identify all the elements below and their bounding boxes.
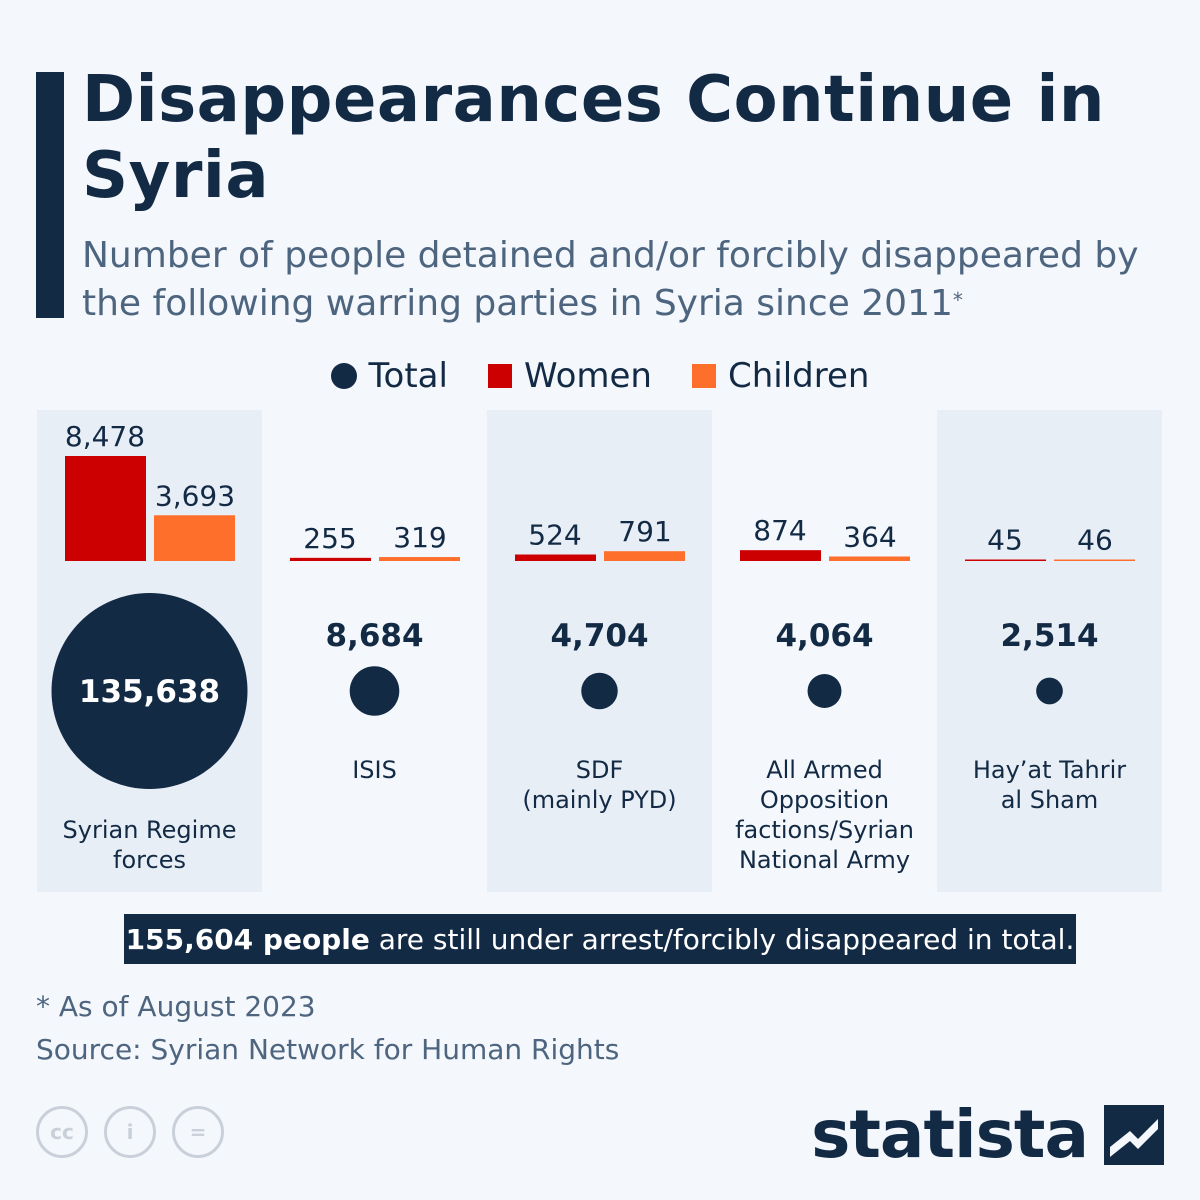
children-value-label: 3,693 bbox=[155, 479, 235, 512]
legend-women-swatch bbox=[487, 364, 512, 388]
attribution-icon[interactable]: i bbox=[104, 1106, 156, 1158]
legend-item-women: Women bbox=[487, 356, 652, 396]
category-label: All Armed bbox=[766, 756, 883, 784]
category-label: ISIS bbox=[352, 756, 397, 784]
category-label: (mainly PYD) bbox=[522, 786, 676, 814]
category-label: Syrian Regime bbox=[63, 816, 237, 844]
total-value-label: 4,704 bbox=[550, 618, 648, 654]
legend-total-swatch bbox=[330, 363, 357, 389]
total-value-label: 8,684 bbox=[325, 618, 423, 654]
women-bar bbox=[290, 557, 371, 561]
category-label: al Sham bbox=[1001, 786, 1099, 814]
total-value-label: 135,638 bbox=[79, 674, 220, 710]
subtitle-footnote-mark: * bbox=[952, 288, 963, 312]
source-note: Source: Syrian Network for Human Rights bbox=[36, 1033, 620, 1066]
column-panel bbox=[487, 410, 712, 892]
subtitle-text: Number of people detained and/or forcibl… bbox=[82, 235, 1139, 324]
children-value-label: 46 bbox=[1077, 524, 1113, 557]
statista-logo[interactable]: statista bbox=[811, 1096, 1164, 1173]
legend: Total Women Children bbox=[0, 356, 1200, 396]
total-circle bbox=[807, 674, 842, 708]
children-bar bbox=[604, 551, 685, 561]
statista-mark-icon bbox=[1104, 1104, 1164, 1165]
category-label: factions/Syrian bbox=[735, 816, 914, 844]
children-value-label: 364 bbox=[843, 520, 896, 553]
women-value-label: 45 bbox=[987, 524, 1023, 557]
women-bar bbox=[965, 559, 1046, 561]
women-value-label: 874 bbox=[753, 514, 806, 547]
category-label: SDF bbox=[576, 756, 624, 784]
total-banner-text: are still under arrest/forcibly disappea… bbox=[369, 922, 1075, 956]
total-circle bbox=[1036, 677, 1063, 705]
category-label: National Army bbox=[739, 846, 910, 874]
total-banner-bold: 155,604 people bbox=[125, 922, 370, 956]
children-bar bbox=[1054, 559, 1135, 561]
women-value-label: 524 bbox=[528, 519, 581, 552]
category-label: Hay’at Tahrir bbox=[973, 756, 1126, 784]
no-derivatives-icon[interactable]: = bbox=[172, 1106, 224, 1158]
total-circle bbox=[349, 666, 400, 716]
license-icons: cc i = bbox=[36, 1106, 224, 1158]
legend-item-children: Children bbox=[691, 356, 870, 396]
legend-children-label: Children bbox=[727, 356, 870, 396]
footnote: * As of August 2023 bbox=[36, 990, 316, 1023]
total-value-label: 2,514 bbox=[1000, 618, 1098, 654]
cc-icon[interactable]: cc bbox=[36, 1106, 88, 1158]
chart-subtitle: Number of people detained and/or forcibl… bbox=[82, 232, 1182, 328]
children-bar bbox=[379, 557, 460, 561]
women-bar bbox=[65, 456, 146, 561]
column-panel bbox=[937, 410, 1162, 892]
legend-item-total: Total bbox=[330, 356, 448, 396]
category-label: forces bbox=[113, 846, 186, 874]
children-value-label: 791 bbox=[618, 515, 671, 548]
children-bar bbox=[829, 556, 910, 561]
category-label: Opposition bbox=[760, 786, 889, 814]
chart-title: Disappearances Continue in Syria bbox=[82, 63, 1105, 213]
total-circle bbox=[581, 672, 618, 710]
women-bar bbox=[740, 550, 821, 561]
women-value-label: 8,478 bbox=[65, 420, 145, 453]
women-bar bbox=[515, 554, 596, 561]
legend-total-label: Total bbox=[368, 356, 448, 396]
children-bar bbox=[154, 515, 235, 561]
legend-women-label: Women bbox=[523, 356, 652, 396]
total-circle bbox=[51, 593, 248, 789]
children-value-label: 319 bbox=[393, 521, 446, 554]
title-accent-bar bbox=[36, 72, 64, 318]
brand-name: statista bbox=[811, 1096, 1089, 1173]
women-value-label: 255 bbox=[303, 522, 356, 555]
legend-children-swatch bbox=[691, 364, 716, 388]
total-banner: 155,604 people are still under arrest/fo… bbox=[124, 914, 1076, 964]
total-value-label: 4,064 bbox=[775, 618, 873, 654]
